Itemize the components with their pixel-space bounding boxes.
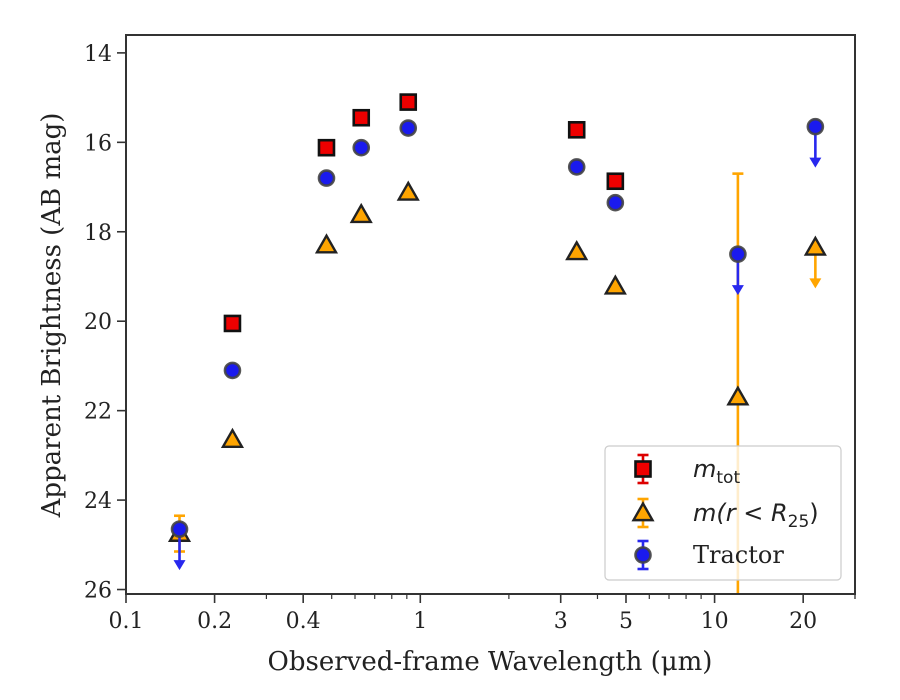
mr25-point-3 bbox=[349, 202, 373, 224]
tractor-point-4 bbox=[399, 119, 418, 137]
legend-marker-tractor bbox=[634, 546, 652, 564]
mr25-point-4 bbox=[396, 180, 420, 201]
legend-entry-mr25: m(r < R25) bbox=[631, 497, 819, 532]
tractor-point-0 bbox=[170, 520, 189, 538]
tractor-limit-arrow-0-head bbox=[173, 560, 186, 571]
mtot-point-2 bbox=[352, 108, 371, 127]
x-tick-label-2: 0.4 bbox=[286, 609, 321, 634]
tractor-point-7 bbox=[729, 245, 747, 263]
y-axis-ticks: 14 16 18 20 22 24 26 bbox=[84, 42, 126, 604]
y-tick-label-3: 20 bbox=[84, 310, 112, 335]
legend-box bbox=[604, 445, 842, 581]
tractor-point-8 bbox=[806, 117, 825, 136]
y-tick-label-5: 24 bbox=[84, 489, 112, 514]
series-tractor bbox=[170, 117, 825, 571]
x-axis-ticks: 0.1 0.2 0.4 1 3 5 10 20 bbox=[109, 594, 856, 634]
tractor-point-1 bbox=[223, 361, 242, 380]
tractor-point-6 bbox=[606, 193, 625, 212]
legend-entry-mtot: mtot bbox=[634, 453, 740, 488]
legend: mtot m(r < R25) Tractor bbox=[604, 445, 842, 581]
series-mtot bbox=[223, 93, 625, 333]
legend-entry-tractor: Tractor bbox=[634, 539, 784, 571]
tractor-point-5 bbox=[567, 158, 586, 176]
x-axis-label: Observed-frame Wavelength (μm) bbox=[268, 647, 713, 677]
mtot-point-3 bbox=[399, 93, 418, 111]
mtot-point-4 bbox=[567, 121, 586, 139]
x-tick-label-0: 0.1 bbox=[109, 609, 144, 634]
mtot-point-5 bbox=[606, 172, 625, 191]
legend-marker-mtot bbox=[634, 460, 652, 478]
y-tick-label-4: 22 bbox=[84, 400, 112, 425]
mr25-point-5 bbox=[565, 239, 589, 261]
y-tick-label-6: 26 bbox=[84, 579, 112, 604]
y-tick-label-0: 14 bbox=[84, 42, 112, 67]
legend-label-mtot: mtot bbox=[693, 455, 740, 488]
x-tick-label-4: 3 bbox=[554, 609, 568, 634]
mr25-point-1 bbox=[220, 427, 245, 449]
mtot-point-0 bbox=[223, 314, 242, 333]
legend-marker-mr25 bbox=[631, 501, 655, 522]
y-axis-label: Apparent Brightness (AB mag) bbox=[37, 113, 67, 519]
y-tick-label-1: 16 bbox=[84, 131, 112, 156]
tractor-point-3 bbox=[352, 138, 371, 157]
y-tick-label-2: 18 bbox=[84, 221, 112, 246]
x-tick-label-6: 10 bbox=[701, 609, 729, 634]
x-tick-label-1: 0.2 bbox=[197, 609, 232, 634]
legend-label-mr25: m(r < R25) bbox=[693, 499, 819, 532]
x-tick-label-7: 20 bbox=[789, 609, 817, 634]
mr25-point-8 bbox=[803, 235, 827, 256]
x-tick-label-5: 5 bbox=[619, 609, 633, 634]
mr25-point-2 bbox=[314, 233, 339, 254]
tractor-limit-arrow-8-head bbox=[809, 157, 822, 168]
mr25-point-6 bbox=[603, 274, 627, 295]
tractor-point-2 bbox=[317, 169, 336, 187]
legend-label-tractor: Tractor bbox=[693, 541, 784, 569]
mr25-limit-arrow-8-head bbox=[809, 278, 822, 289]
mtot-point-1 bbox=[317, 138, 336, 157]
tractor-limit-arrow-7-head bbox=[731, 285, 744, 296]
mr25-point-7 bbox=[726, 385, 750, 406]
x-tick-label-3: 1 bbox=[413, 609, 427, 634]
plot-frame bbox=[125, 34, 856, 595]
